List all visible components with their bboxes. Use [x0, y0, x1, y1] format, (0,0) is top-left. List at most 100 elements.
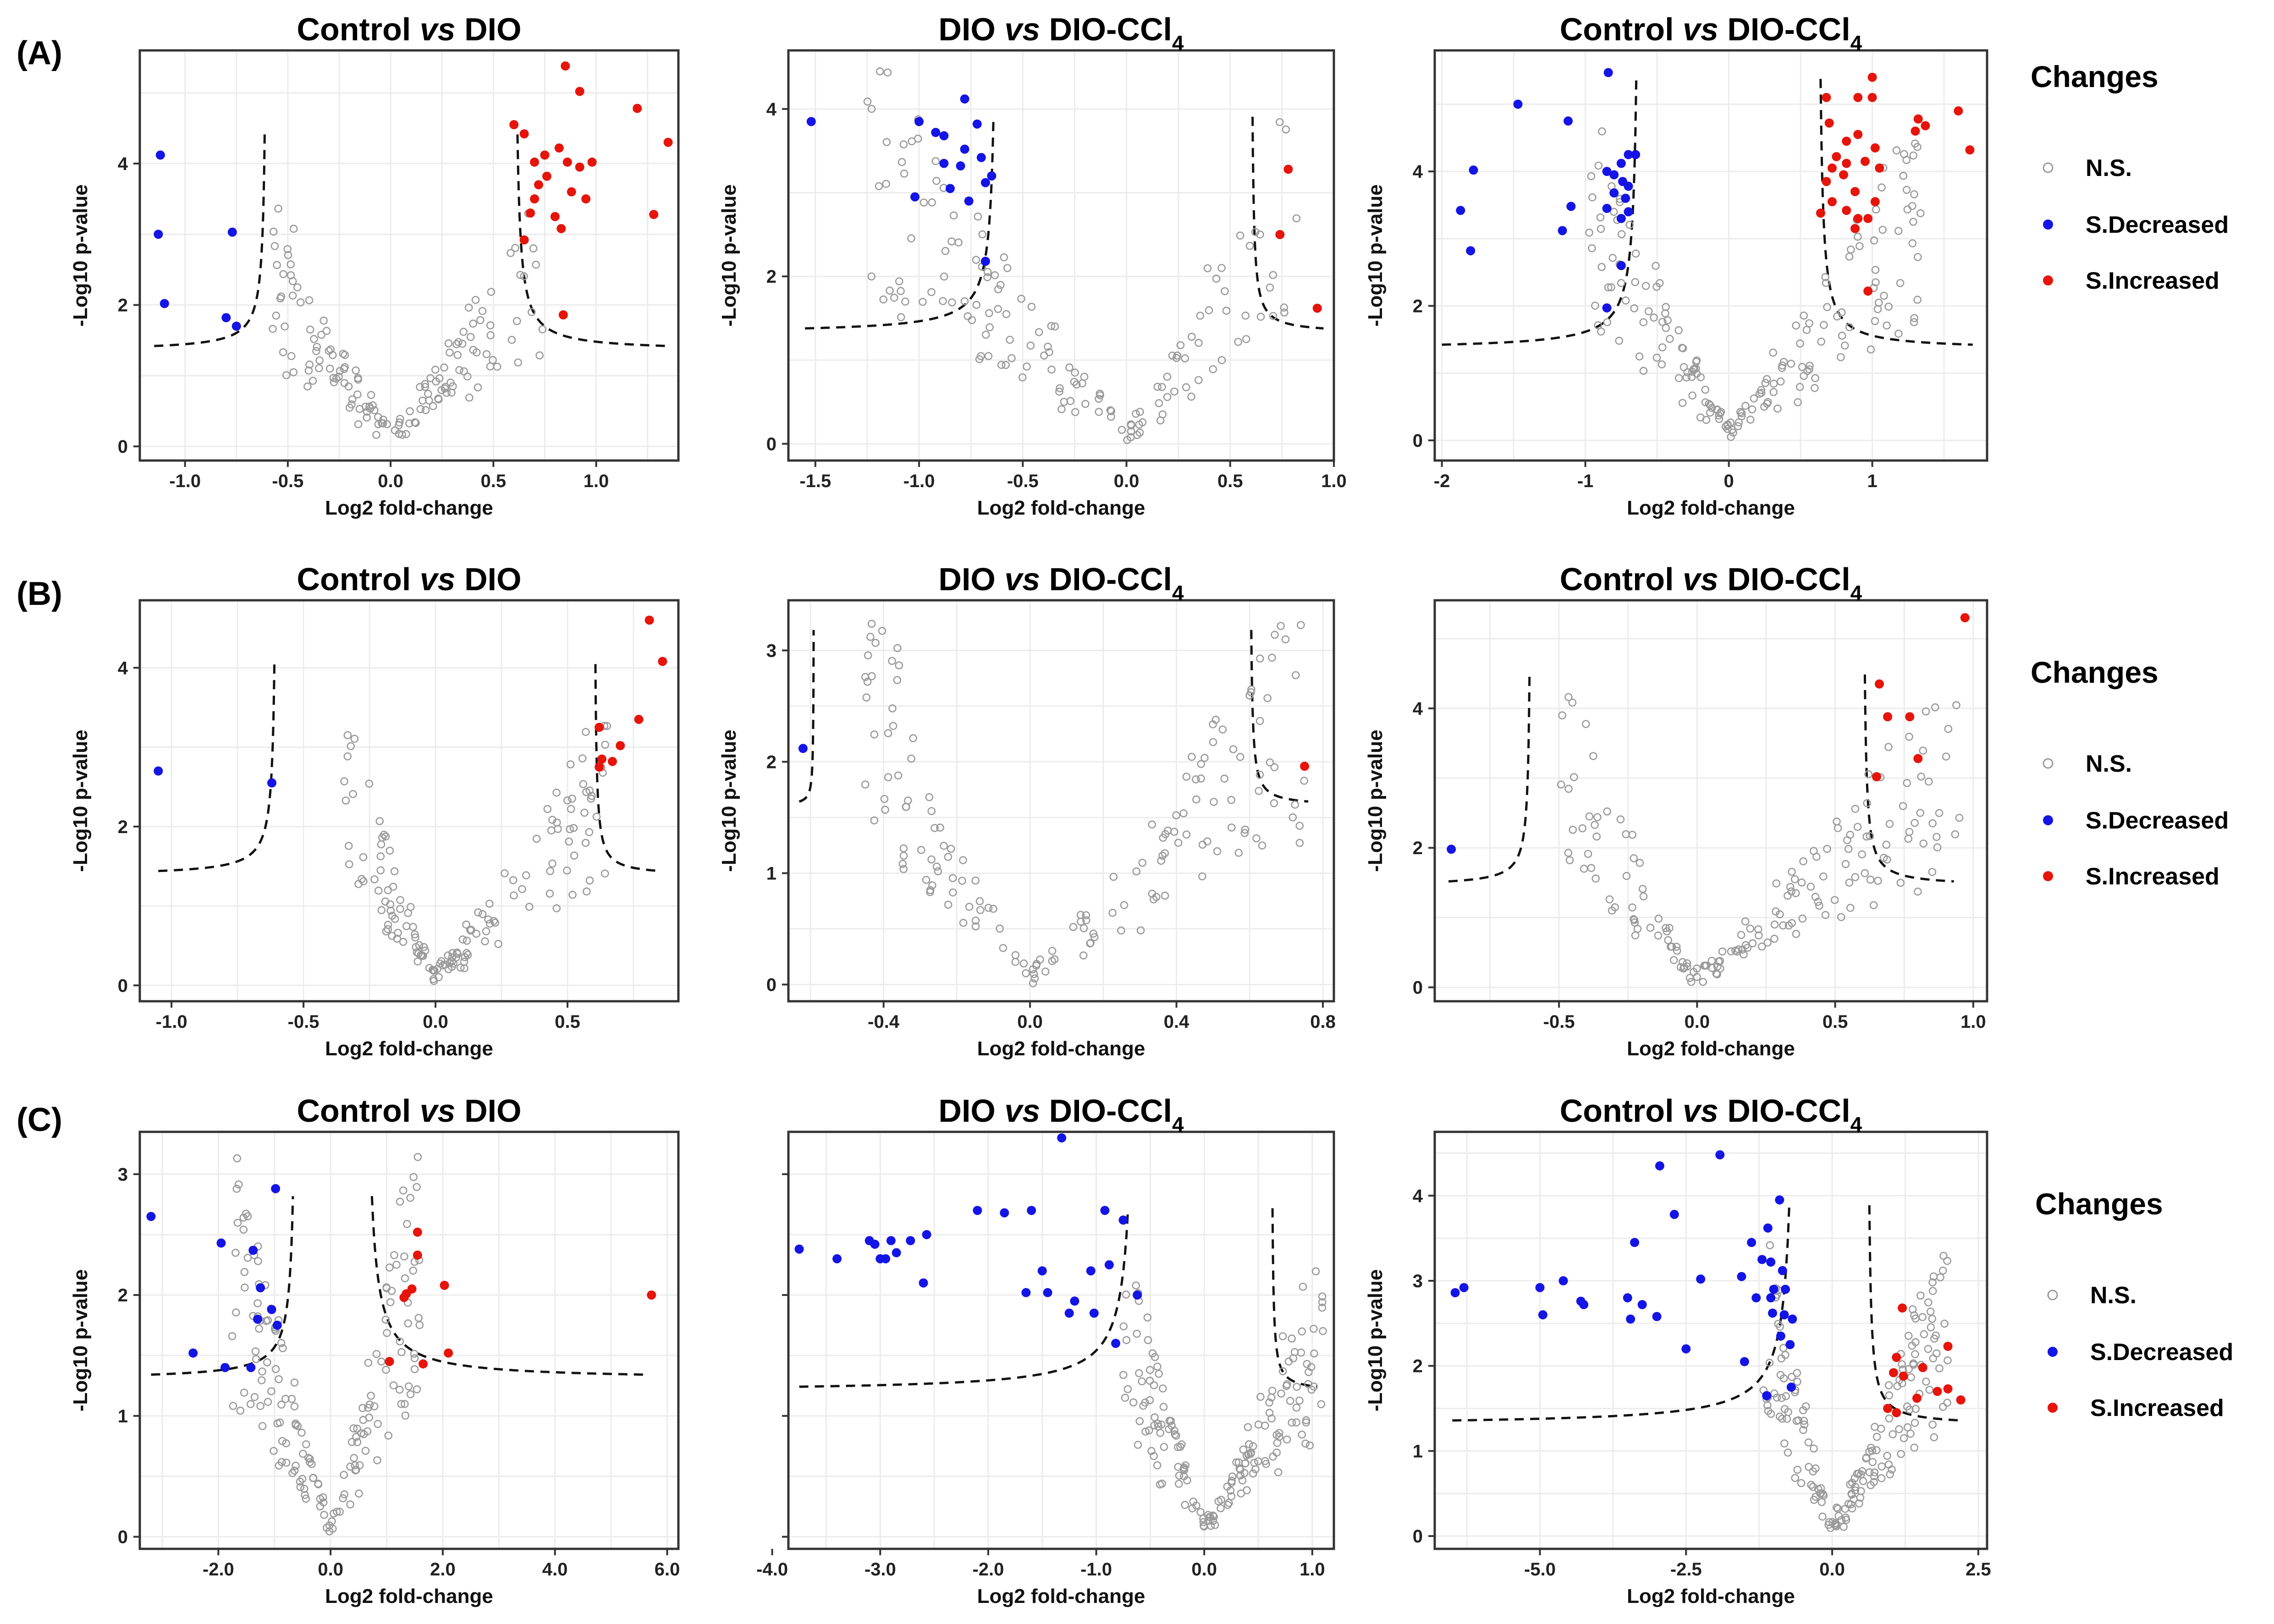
decreased-point	[987, 171, 997, 181]
ns-point	[1661, 309, 1669, 318]
ns-point	[1882, 840, 1891, 849]
ns-point	[314, 1480, 322, 1488]
ns-point	[309, 1474, 318, 1482]
ns-point	[1821, 273, 1829, 281]
ns-point	[273, 1419, 282, 1428]
ns-point	[1884, 1460, 1893, 1469]
ns-point	[481, 937, 489, 946]
panel-title: Control vs DIO-CCl4	[1560, 561, 1862, 605]
ns-point	[1616, 815, 1625, 823]
ns-point	[1737, 412, 1746, 421]
ns-point	[1133, 431, 1141, 439]
ns-point	[1664, 936, 1672, 944]
ns-point	[1265, 1398, 1273, 1407]
ns-point	[889, 722, 897, 730]
ns-point	[1578, 824, 1587, 833]
ns-point	[1311, 1267, 1320, 1276]
ns-point	[1150, 895, 1158, 904]
legend-decreased-label: S.Decreased	[2090, 1339, 2233, 1366]
ns-point	[376, 852, 385, 861]
ns-point	[1580, 865, 1588, 873]
ns-point	[1238, 1476, 1247, 1485]
ns-point	[486, 321, 495, 329]
ns-point	[1906, 1429, 1915, 1438]
x-tick-label: 1.0	[1321, 471, 1347, 491]
ns-point	[1635, 352, 1644, 361]
ns-point	[1903, 1423, 1912, 1432]
panel-title: DIO vs DIO-CCl4	[938, 11, 1184, 55]
ns-point	[919, 297, 927, 306]
ns-point	[1256, 1393, 1265, 1401]
ns-point	[1584, 850, 1592, 858]
increased-point	[647, 1290, 656, 1300]
ns-point	[413, 1153, 422, 1161]
increased-point	[1875, 679, 1884, 689]
ns-point	[1163, 373, 1172, 381]
ns-point	[406, 407, 414, 416]
ns-point	[471, 296, 480, 304]
ns-point	[1017, 295, 1025, 303]
ns-point	[385, 1263, 394, 1272]
ns-point	[370, 1402, 379, 1410]
ns-point	[1844, 1500, 1853, 1508]
ns-point	[306, 325, 314, 334]
increased-point	[418, 1359, 428, 1369]
ns-point	[305, 360, 314, 369]
ns-point	[1607, 283, 1615, 291]
ns-point	[971, 922, 980, 931]
ns-point	[1003, 264, 1012, 272]
ns-point	[258, 1367, 266, 1376]
increased-point	[556, 224, 566, 233]
ns-point	[1955, 814, 1964, 822]
ns-point	[1859, 1477, 1867, 1485]
ns-point	[1608, 906, 1616, 915]
ns-point	[458, 340, 467, 348]
y-tick-label: 2	[766, 752, 776, 772]
ns-point	[1750, 394, 1758, 403]
ns-point	[529, 244, 538, 252]
x-axis-label: Log2 fold-change	[325, 497, 493, 519]
threshold-right	[1868, 1205, 1961, 1422]
increased-point	[509, 120, 519, 130]
ns-point	[457, 963, 465, 972]
ns-point	[985, 309, 993, 318]
ns-point	[1298, 1430, 1306, 1439]
ns-point	[469, 346, 478, 354]
y-tick-label: 2	[118, 1285, 128, 1306]
decreased-point	[227, 227, 237, 237]
ns-point	[1917, 773, 1926, 781]
ns-point	[1872, 278, 1880, 286]
ns-point	[305, 296, 314, 305]
ns-point	[403, 1220, 411, 1228]
ns-point	[370, 875, 379, 883]
ns-point	[1228, 1472, 1237, 1481]
ns-point	[293, 1422, 302, 1430]
ns-point	[1135, 428, 1144, 437]
ns-point	[964, 312, 972, 321]
ns-point	[256, 1402, 264, 1410]
ns-point	[1211, 1521, 1219, 1529]
ns-point	[1658, 318, 1667, 326]
ns-point	[264, 1398, 272, 1406]
ns-point	[1217, 263, 1226, 272]
ns-point	[312, 347, 320, 356]
y-tick-label: 3	[118, 1164, 128, 1185]
decreased-point	[1070, 1296, 1079, 1306]
ns-point	[1928, 1287, 1937, 1295]
threshold-curves	[1448, 674, 1954, 883]
ns-point	[491, 918, 500, 927]
ns-point	[1591, 874, 1600, 883]
ns-point	[1718, 947, 1727, 956]
ns-point	[1935, 809, 1944, 817]
x-axis-label: Log2 fold-change	[977, 497, 1145, 519]
ns-point	[984, 904, 993, 912]
ns-point	[413, 948, 421, 957]
ns-point	[1090, 933, 1099, 941]
ns-point	[1628, 831, 1636, 839]
title-part: Control	[297, 561, 419, 597]
ns-point	[997, 361, 1006, 369]
ns-point	[1182, 383, 1190, 391]
ns-point	[274, 204, 282, 213]
ns-point	[1715, 415, 1723, 423]
